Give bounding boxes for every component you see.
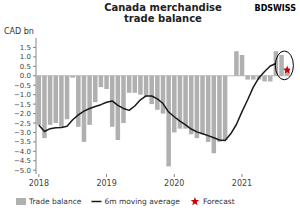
bar — [166, 76, 171, 167]
y-tick — [33, 56, 36, 57]
bar — [70, 76, 75, 78]
bar — [133, 76, 138, 93]
title: Canada merchandisetrade balance — [104, 2, 222, 24]
legend-label: Forecast — [203, 197, 235, 206]
x-tick-label: 2019 — [96, 179, 116, 188]
y-tick-label: −1.5 — [14, 101, 31, 109]
title-line: Canada merchandise — [104, 2, 222, 13]
x-tick — [106, 174, 107, 177]
bar — [65, 76, 70, 119]
y-tick — [33, 104, 36, 105]
bar — [206, 76, 211, 142]
legend-swatch — [91, 201, 101, 203]
bar — [183, 76, 188, 129]
bar — [223, 76, 228, 140]
bar — [59, 76, 64, 127]
bar — [121, 76, 126, 123]
annotation: BDSWISS — [255, 4, 297, 13]
y-tick-label: −3.0 — [14, 129, 31, 137]
y-tick-label: −4.0 — [14, 148, 31, 156]
bar — [200, 76, 205, 135]
bar — [217, 76, 222, 142]
bar — [37, 76, 42, 125]
moving-average-line — [39, 64, 276, 141]
bar — [240, 55, 245, 76]
bar — [279, 55, 284, 76]
y-tick — [33, 132, 36, 133]
bar — [138, 76, 143, 95]
bar — [87, 76, 92, 125]
y-tick — [33, 47, 36, 48]
highlight-ellipse — [275, 51, 293, 80]
y-tick-label: −2.0 — [14, 110, 31, 118]
bar — [48, 76, 53, 125]
y-tick — [33, 151, 36, 152]
bar — [76, 76, 81, 127]
bar — [53, 76, 58, 123]
bar — [172, 76, 177, 133]
x-tick-label: 2021 — [232, 179, 252, 188]
y-tick — [33, 123, 36, 124]
y-tick — [33, 113, 36, 114]
y-tick — [33, 141, 36, 142]
y-tick-label: 1.0 — [20, 53, 31, 61]
x-tick-label: 2020 — [164, 179, 184, 188]
y-tick — [33, 85, 36, 86]
chart: Canada merchandisetrade balance BDSWISS CA… — [0, 0, 300, 214]
legend-swatch — [16, 198, 26, 205]
bar — [149, 76, 154, 104]
bar — [144, 76, 149, 97]
title-line: trade balance — [124, 13, 202, 24]
legend-label: 6m moving average — [104, 197, 180, 206]
plot-area — [37, 51, 290, 166]
x-tick — [242, 174, 243, 177]
bar — [93, 76, 98, 102]
bar — [189, 76, 194, 135]
y-tick-label: −3.5 — [14, 138, 31, 146]
y-tick — [33, 75, 36, 76]
legend-label: Trade balance — [28, 197, 82, 206]
x-tick-label: 2018 — [29, 179, 49, 188]
y-axis-line — [36, 38, 37, 174]
legend-swatch — [191, 197, 200, 205]
forecast-marker — [283, 66, 290, 74]
y-tick-label: 0.0 — [20, 72, 31, 80]
bar — [127, 76, 132, 93]
y-tick — [33, 66, 36, 67]
bar — [195, 76, 200, 138]
bar — [268, 76, 273, 82]
bar — [212, 76, 217, 153]
y-tick — [33, 170, 36, 171]
y-axis-label: CAD bn — [4, 27, 34, 36]
bar — [116, 76, 121, 140]
y-tick-label: −2.5 — [14, 120, 31, 128]
legend: Trade balance 6m moving average Forecast — [16, 197, 235, 206]
y-tick-label: −5.0 — [14, 167, 31, 175]
y-tick-label: 0.5 — [20, 63, 31, 71]
y-tick-label: −0.5 — [14, 82, 31, 90]
bar — [161, 76, 166, 114]
bar — [228, 75, 233, 76]
bar — [82, 76, 87, 142]
y-tick-label: −1.0 — [14, 91, 31, 99]
x-tick — [38, 174, 39, 177]
bar — [262, 76, 267, 82]
bar — [99, 76, 104, 87]
x-tick — [174, 174, 175, 177]
bar — [155, 76, 160, 110]
y-tick-label: −4.5 — [14, 157, 31, 165]
bar — [251, 76, 256, 80]
bar — [245, 76, 250, 80]
y-tick — [33, 160, 36, 161]
y-tick-label: 1.5 — [20, 44, 31, 52]
y-tick — [33, 94, 36, 95]
bar — [104, 76, 109, 89]
bar — [234, 51, 239, 76]
